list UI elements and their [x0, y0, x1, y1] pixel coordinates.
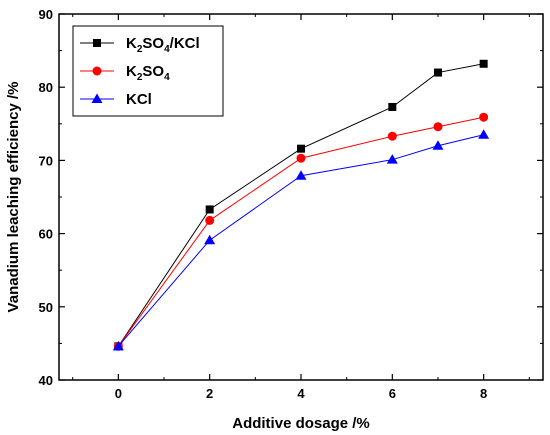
data-point — [387, 131, 397, 141]
x-tick-label: 2 — [206, 386, 213, 401]
legend-marker — [91, 93, 103, 103]
data-point — [297, 144, 305, 153]
series-2 — [112, 129, 490, 351]
x-tick-label: 0 — [115, 386, 122, 401]
x-tick-label: 8 — [480, 386, 487, 401]
legend-item: K2SO4/KCl — [80, 35, 200, 55]
data-point — [296, 153, 306, 163]
legend-item: KCl — [80, 91, 152, 108]
ticks: 0 2 4 6 8 40 50 60 70 80 90 — [39, 7, 543, 401]
series-line — [117, 63, 484, 347]
legend: K2SO4/KCl K2SO4 KCl — [72, 25, 224, 117]
data-point — [479, 112, 489, 122]
legend-item: K2SO4 — [80, 63, 170, 83]
data-point — [295, 170, 307, 180]
data-point — [432, 140, 444, 150]
series-line — [117, 116, 484, 347]
data-point — [388, 102, 397, 111]
y-tick-label: 50 — [39, 300, 53, 315]
data-point — [478, 129, 490, 139]
data-point — [433, 122, 443, 132]
series-line — [117, 134, 484, 347]
data-point — [112, 340, 124, 351]
legend-marker — [93, 39, 101, 47]
y-tick-label: 40 — [39, 373, 53, 388]
series-layer — [112, 59, 490, 351]
y-tick-label: 80 — [39, 80, 53, 95]
legend-label: KCl — [126, 91, 152, 108]
y-axis-label: Vanadium leaching efficiency /% — [5, 82, 22, 313]
y-tick-label: 70 — [39, 153, 53, 168]
y-tick-label: 90 — [39, 7, 53, 22]
legend-label: K2SO4/KCl — [126, 35, 200, 55]
y-tick-label: 60 — [39, 227, 53, 242]
data-point — [205, 215, 215, 225]
legend-label: K2SO4 — [126, 63, 170, 83]
data-point — [433, 68, 442, 77]
x-tick-label: 4 — [297, 386, 305, 401]
x-axis-label: Additive dosage /% — [232, 415, 370, 432]
data-point — [205, 205, 214, 214]
legend-marker — [92, 66, 102, 76]
data-point — [204, 234, 216, 245]
data-point — [479, 59, 488, 68]
data-point — [386, 154, 398, 164]
x-tick-label: 6 — [389, 386, 396, 401]
